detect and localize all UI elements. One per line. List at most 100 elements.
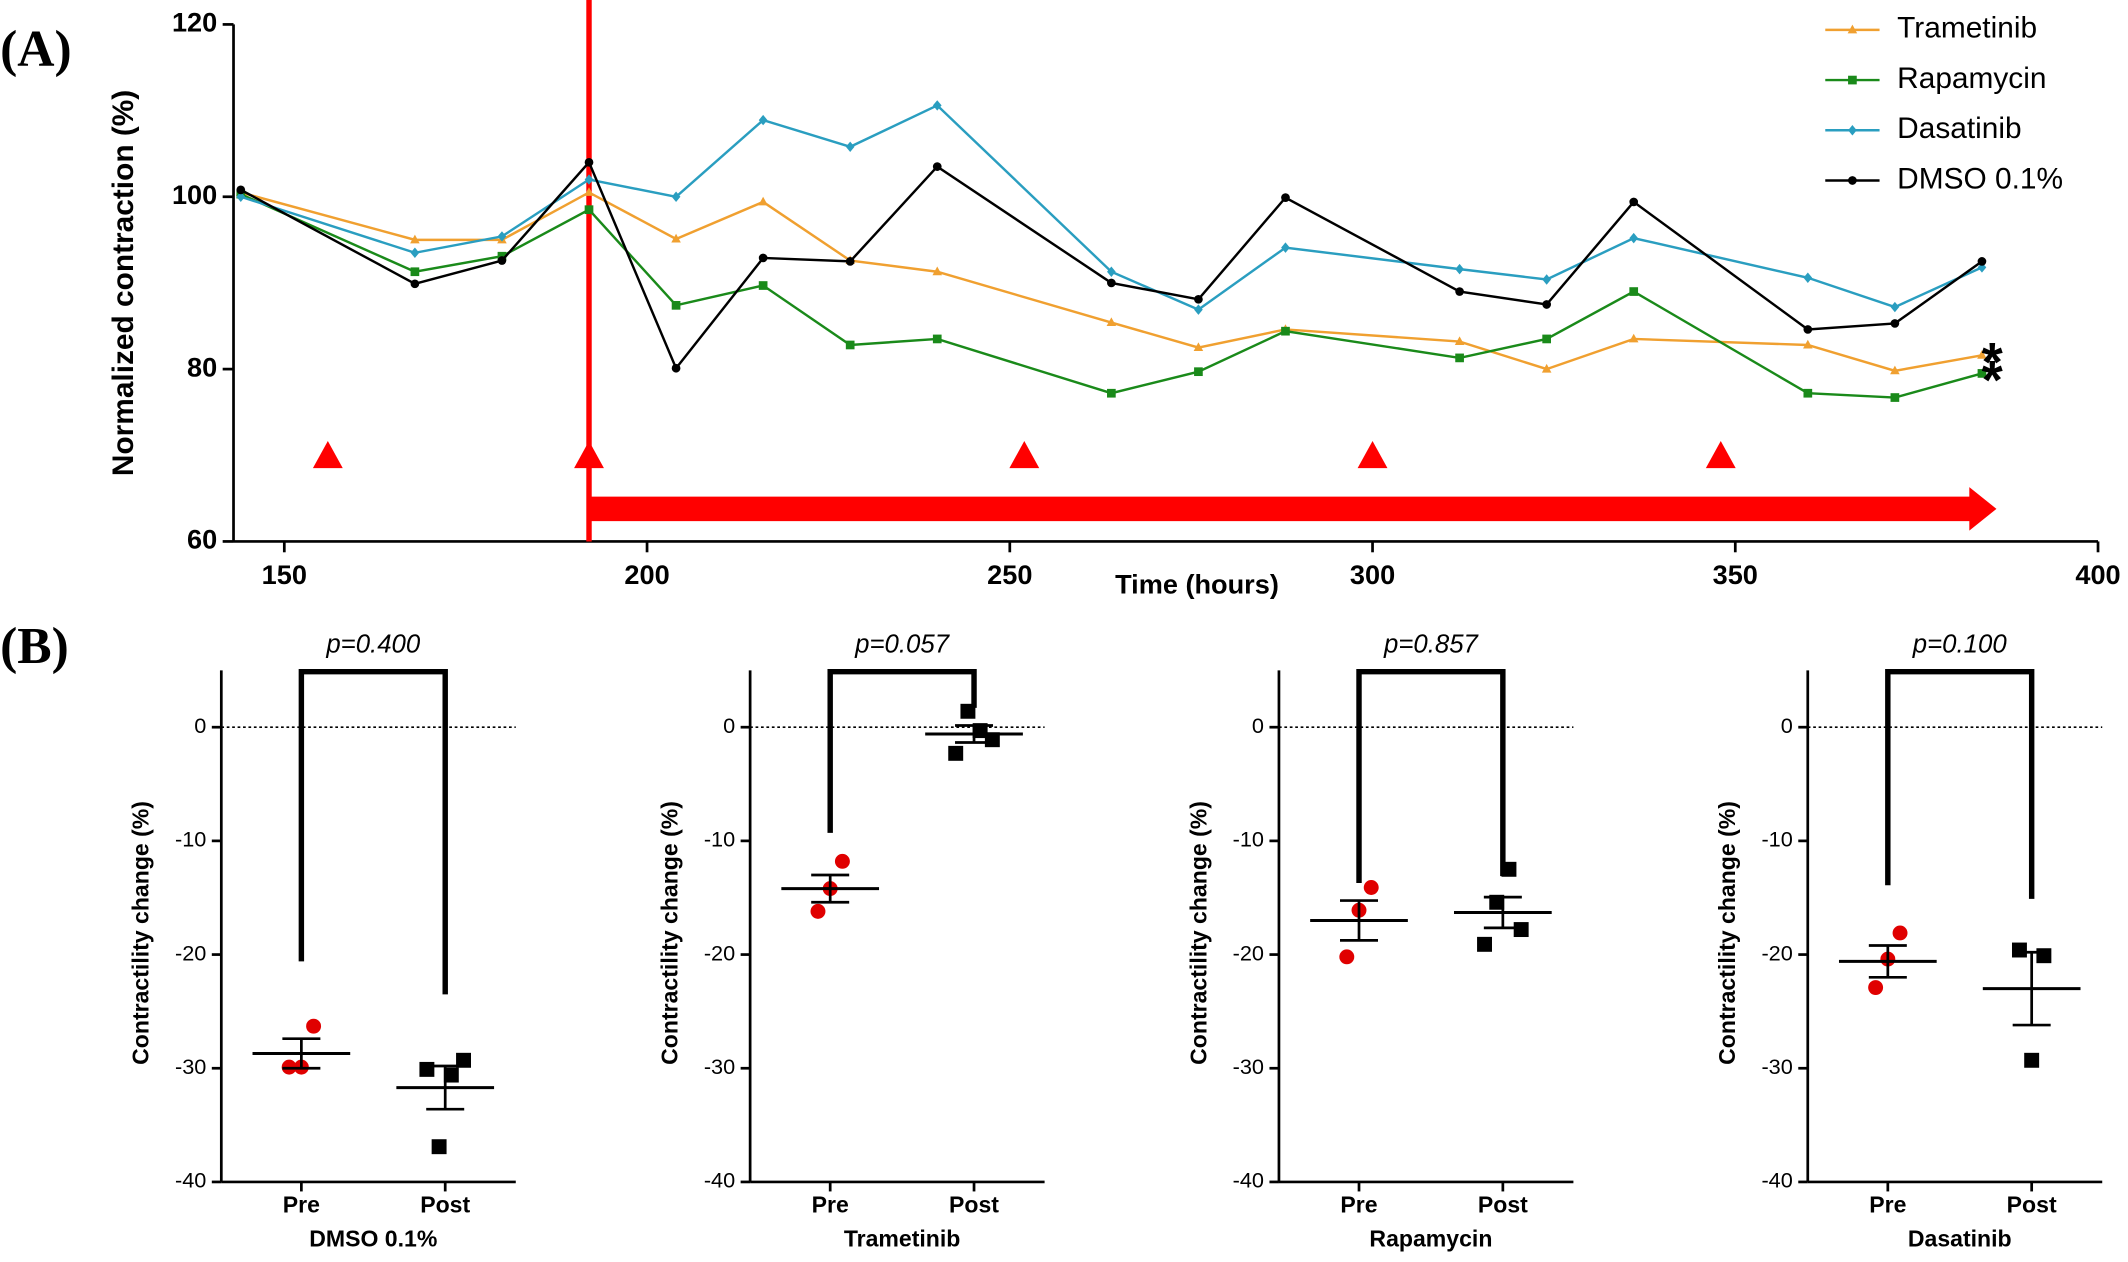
data-point <box>932 100 942 111</box>
y-tick-label: -40 <box>704 1168 735 1193</box>
data-point <box>410 279 420 289</box>
y-tick-label: 0 <box>1252 713 1264 738</box>
data-point <box>1501 861 1517 877</box>
data-point <box>758 114 768 126</box>
data-point <box>236 185 246 195</box>
data-point <box>584 157 594 167</box>
x-tick-label: 350 <box>1713 559 1758 590</box>
series-line <box>240 160 1983 371</box>
data-point <box>1363 880 1379 895</box>
data-point <box>932 162 942 171</box>
error-bar <box>426 1064 465 1111</box>
data-point <box>834 853 850 869</box>
panel-label: (A) <box>0 21 72 78</box>
data-point <box>410 247 420 258</box>
dose-marker <box>1357 441 1388 469</box>
y-tick-label: -40 <box>175 1168 206 1193</box>
error-bar <box>1340 899 1379 942</box>
y-axis-label: Contractility change (%) <box>1714 801 1740 1065</box>
data-point <box>1455 287 1464 296</box>
data-point <box>1890 393 1900 402</box>
legend-label: Dasatinib <box>1897 112 2021 145</box>
significance-bracket <box>1885 668 2035 899</box>
y-tick-label: -10 <box>1761 827 1792 852</box>
legend-marker <box>1848 176 1857 185</box>
y-tick-label: 0 <box>1781 713 1793 738</box>
data-point <box>948 745 964 761</box>
y-tick-label: -20 <box>704 940 735 965</box>
y-axis-label: Contractility change (%) <box>128 801 154 1065</box>
dose-marker <box>312 441 343 469</box>
x-tick-label: Pre <box>812 1191 849 1217</box>
x-axis-label: Dasatinib <box>1908 1225 2012 1251</box>
data-point <box>1339 949 1355 965</box>
data-point <box>1107 278 1116 288</box>
y-tick-label: -40 <box>1761 1168 1792 1193</box>
data-point <box>1803 272 1813 283</box>
data-point <box>1868 980 1884 995</box>
data-point <box>1194 294 1203 304</box>
data-point <box>1513 922 1529 938</box>
data-point <box>1890 319 1900 328</box>
data-point <box>584 205 594 215</box>
data-point <box>497 231 507 242</box>
data-point <box>1542 334 1551 344</box>
data-point <box>758 196 768 206</box>
data-point <box>1194 367 1203 377</box>
error-bar <box>811 873 850 904</box>
series-line <box>240 193 1983 399</box>
significance-bracket <box>1356 668 1506 883</box>
data-point <box>1890 365 1900 375</box>
y-tick-label: 100 <box>172 179 217 210</box>
x-tick-label: Pre <box>283 1191 320 1217</box>
y-tick-label: 0 <box>723 713 735 738</box>
data-point <box>671 363 681 373</box>
y-tick-label: -10 <box>704 827 735 852</box>
data-point <box>1629 287 1639 296</box>
x-tick-label: Post <box>1478 1191 1528 1217</box>
data-point <box>236 191 246 202</box>
data-point <box>1890 301 1900 313</box>
p-value: p=0.057 <box>854 631 951 659</box>
data-point <box>1803 325 1813 334</box>
y-tick-label: 120 <box>172 7 217 38</box>
x-tick-label: 300 <box>1350 559 1395 590</box>
data-point <box>1542 274 1551 285</box>
data-point <box>1803 339 1813 349</box>
data-point <box>671 191 681 202</box>
y-axis-label: Contractility change (%) <box>1185 801 1211 1065</box>
legend-label: Rapamycin <box>1897 62 2046 95</box>
y-tick-label: -30 <box>1761 1054 1792 1079</box>
data-point <box>1977 257 1987 266</box>
data-point <box>1892 925 1908 941</box>
data-point <box>1977 350 1987 359</box>
error-bar <box>282 1037 321 1070</box>
data-point <box>1106 317 1117 327</box>
data-point <box>456 1052 471 1068</box>
y-tick-label: -30 <box>1233 1054 1264 1079</box>
legend-label: DMSO 0.1% <box>1897 162 2063 195</box>
legend-marker <box>1848 125 1857 136</box>
data-point <box>1455 263 1464 275</box>
significance-bracket <box>298 668 448 995</box>
data-point <box>1629 197 1639 207</box>
data-point <box>758 253 768 263</box>
y-tick-label: -20 <box>1761 940 1792 965</box>
data-point <box>932 334 942 344</box>
data-point <box>410 267 420 277</box>
y-tick-label: -10 <box>175 827 206 852</box>
data-point <box>1541 363 1552 373</box>
data-point <box>1281 193 1290 202</box>
dose-marker <box>1705 441 1736 469</box>
y-tick-label: -40 <box>1233 1168 1264 1193</box>
y-tick-label: -10 <box>1233 827 1264 852</box>
y-tick-label: 60 <box>187 524 217 555</box>
x-tick-label: Post <box>949 1191 999 1217</box>
data-point <box>1281 326 1290 336</box>
data-point <box>497 256 507 265</box>
p-value: p=0.857 <box>1383 631 1480 659</box>
data-point <box>845 340 855 350</box>
x-tick-label: Post <box>420 1191 470 1217</box>
data-point <box>1454 336 1465 346</box>
data-point <box>1628 333 1639 343</box>
